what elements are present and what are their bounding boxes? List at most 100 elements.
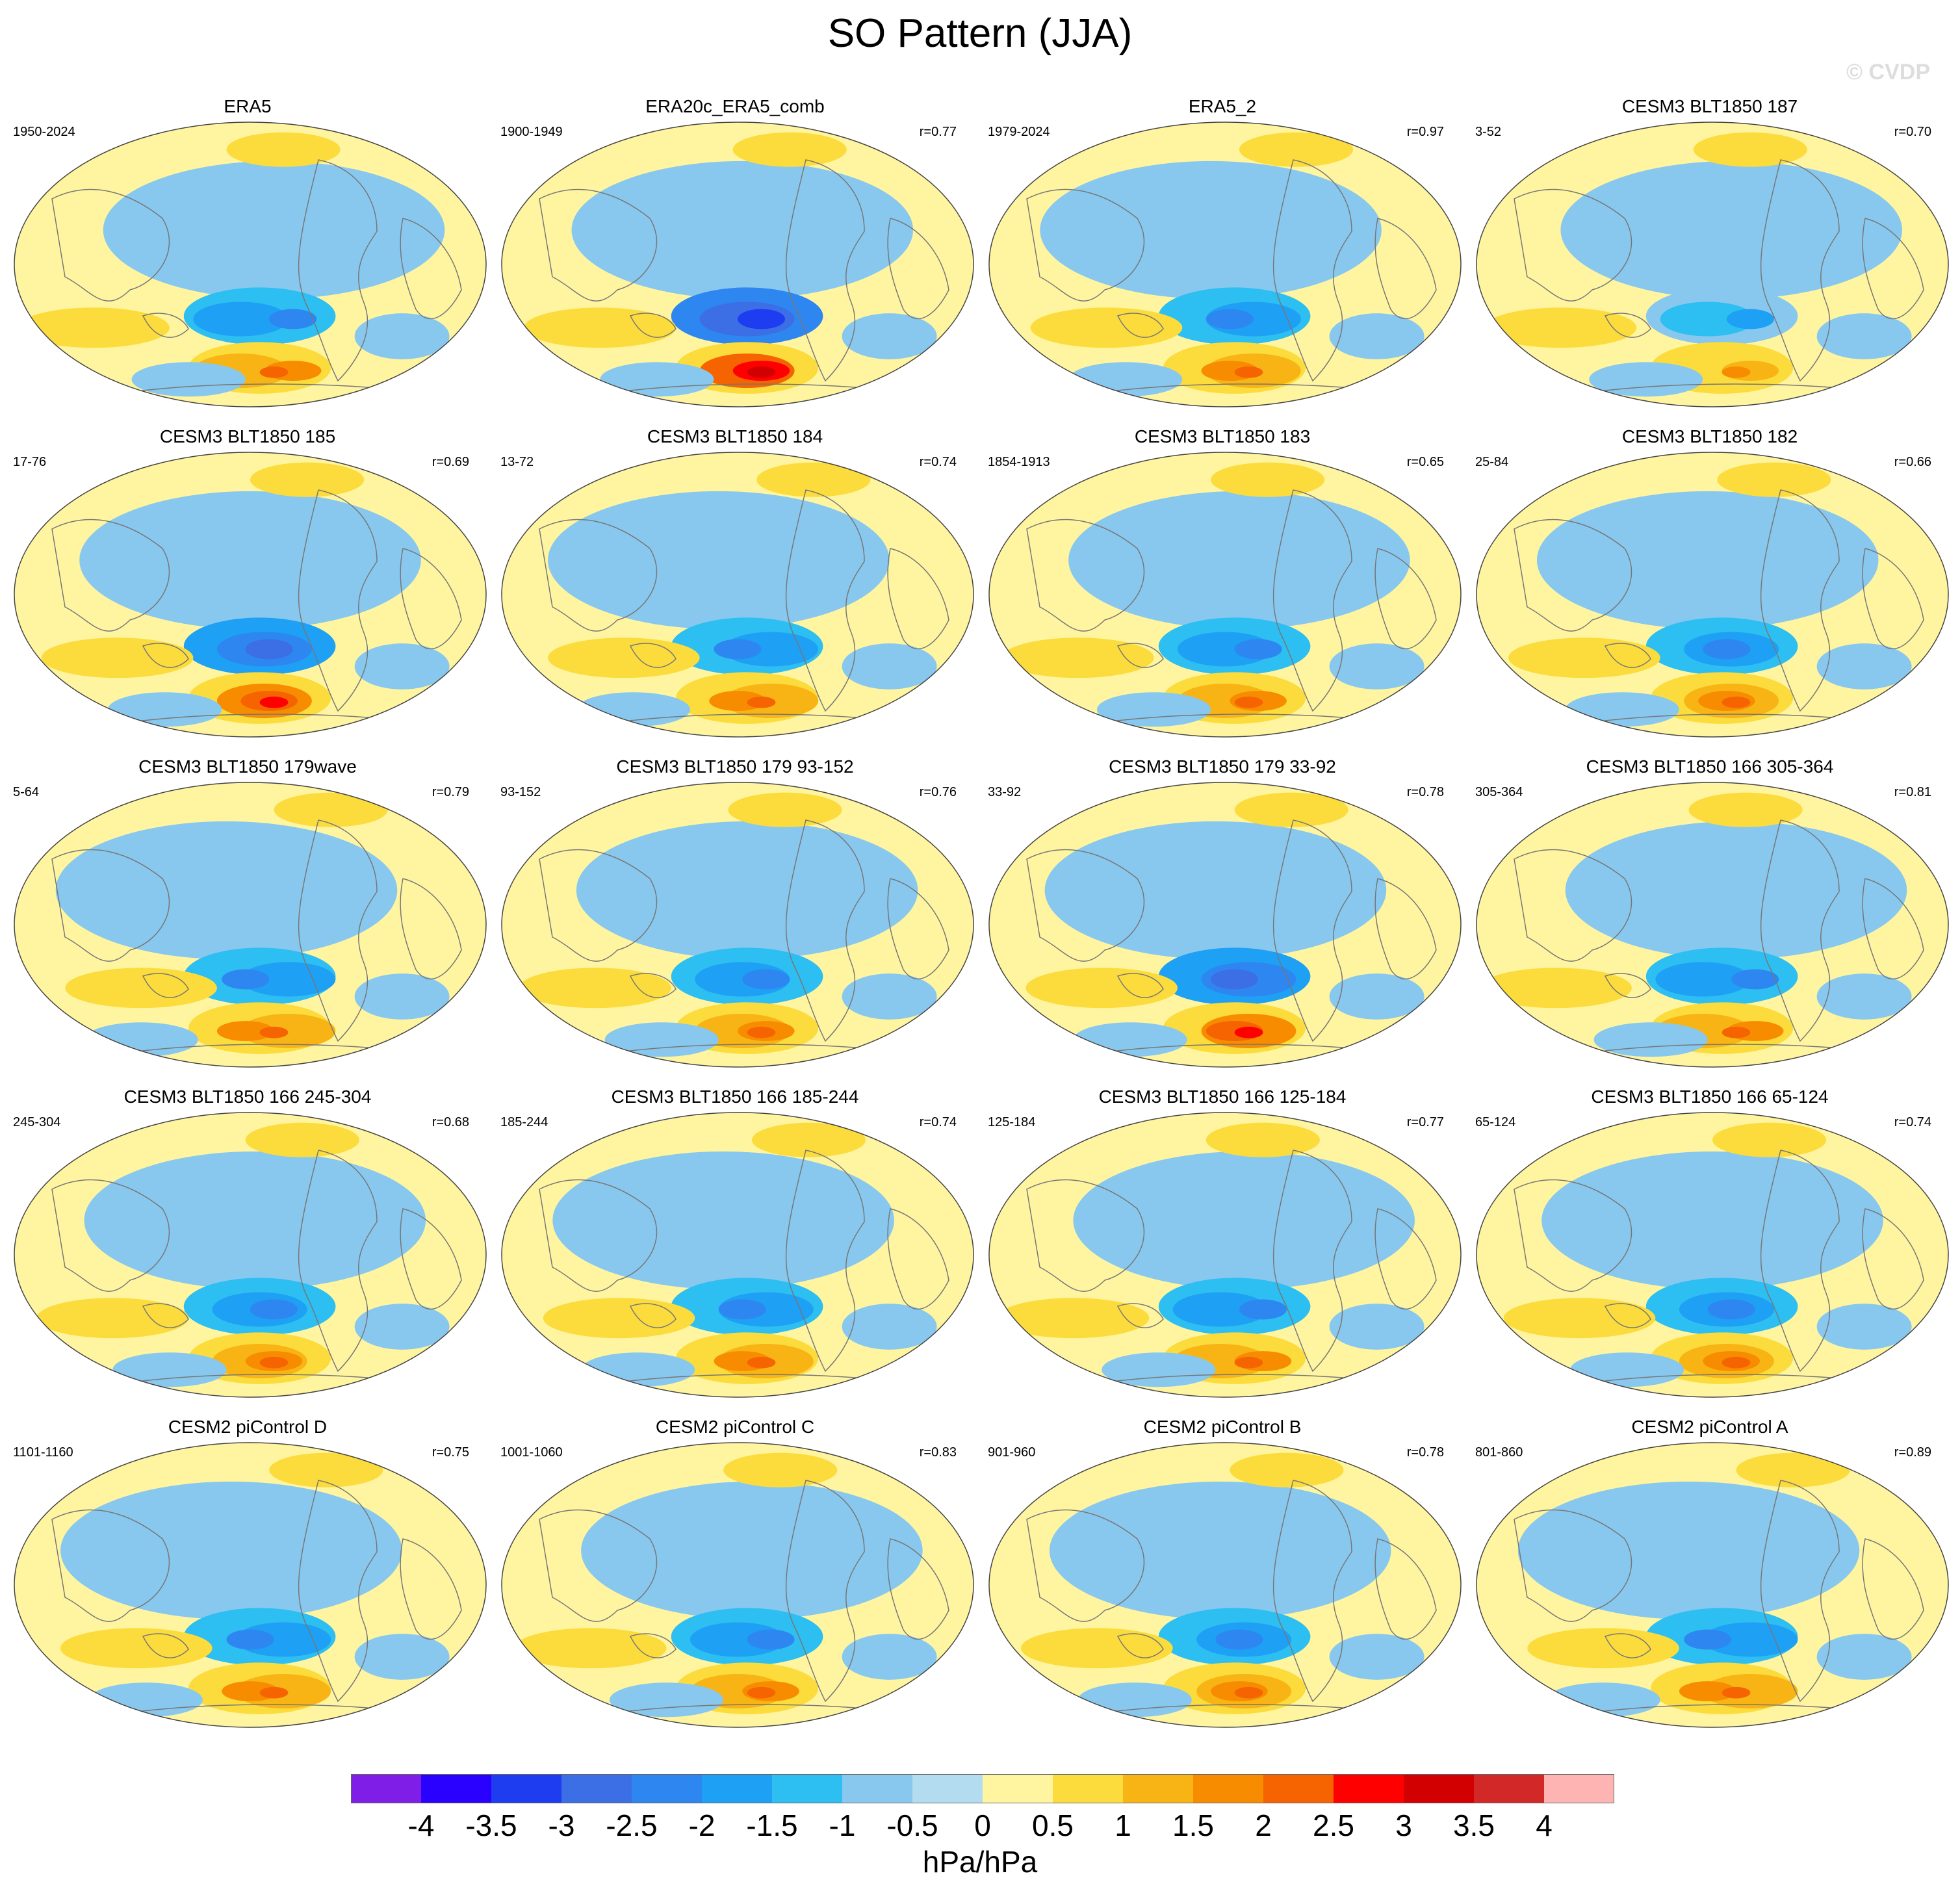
coastline [629, 313, 677, 338]
coastline [1272, 1480, 1352, 1703]
map-field [1476, 782, 1949, 1068]
anomaly-contour [226, 132, 341, 167]
coastline [1862, 1538, 1924, 1640]
coastline [1272, 159, 1352, 382]
anomaly-contour [747, 1686, 776, 1699]
map-panel: CESM3 BLT1850 166 65-124 65-124 r=0.74 [1466, 1087, 1954, 1415]
anomaly-contour [193, 302, 289, 337]
coastline [887, 1538, 949, 1640]
panel-title: CESM2 piControl C [655, 1417, 815, 1437]
colorbar-box [702, 1774, 772, 1803]
anomaly-contour [1211, 462, 1325, 497]
anomaly-contour [226, 1629, 274, 1650]
coastline [887, 1208, 949, 1310]
coastline [1514, 188, 1632, 302]
panel-correlation: r=0.74 [919, 455, 957, 469]
panel-period: 1900-1949 [500, 125, 563, 139]
panel-correlation: r=0.68 [432, 1115, 469, 1129]
anomaly-contour [604, 1022, 719, 1057]
colorbar-tick-label: 2 [1255, 1809, 1272, 1842]
coastline [1862, 218, 1924, 320]
coastline [539, 188, 658, 302]
anomaly-contour [1484, 307, 1637, 348]
coastline [1604, 1633, 1651, 1658]
colorbar-box [351, 1774, 421, 1803]
map-field [14, 782, 487, 1068]
anomaly-contour [216, 1021, 274, 1042]
coastline [887, 878, 949, 980]
anomaly-contour [41, 637, 194, 678]
map-field [14, 452, 487, 738]
coastline [1116, 1303, 1164, 1328]
coastline [1514, 1179, 1632, 1292]
panel-title: CESM3 BLT1850 166 185-244 [611, 1087, 859, 1107]
coastline [298, 819, 378, 1042]
anomaly-contour [1077, 1682, 1192, 1718]
map-panel: ERA5 1950-2024 [4, 96, 491, 424]
anomaly-contour [269, 1452, 383, 1487]
colorbar-tick-label: -0.5 [886, 1809, 938, 1842]
panel-title: CESM3 BLT1850 184 [647, 426, 823, 446]
anomaly-contour [1703, 639, 1751, 660]
panel-period: 1950-2024 [13, 125, 75, 139]
anomaly-contour [65, 968, 217, 1009]
map-field [1476, 122, 1949, 407]
anomaly-contour [514, 1628, 667, 1669]
anomaly-contour [1508, 637, 1660, 678]
anomaly-contour [108, 692, 222, 727]
panel-title: CESM2 piControl A [1631, 1417, 1788, 1437]
anomaly-contour [84, 1022, 198, 1057]
colorbar-box [561, 1774, 632, 1803]
panel-period: 1101-1160 [13, 1445, 73, 1460]
anomaly-contour [1816, 1304, 1912, 1350]
anomaly-contour [1234, 639, 1282, 660]
coastline [142, 1303, 189, 1328]
anomaly-contour [1546, 1682, 1660, 1718]
coastline [539, 1509, 658, 1622]
anomaly-contour [1234, 366, 1263, 378]
anomaly-contour [1234, 696, 1263, 708]
map-field [988, 782, 1462, 1068]
map-border [14, 452, 487, 738]
panel-title: CESM3 BLT1850 166 245-304 [123, 1087, 372, 1107]
anomaly-contour [1684, 1629, 1732, 1650]
panel-correlation: r=0.78 [1406, 785, 1444, 799]
map-border [14, 1442, 487, 1728]
colorbar-frame [351, 1774, 1614, 1803]
map-panel: CESM3 BLT1850 179 33-92 33-92 r=0.78 [979, 756, 1466, 1085]
coastline [1026, 849, 1145, 962]
anomaly-contour [1211, 969, 1259, 990]
anomaly-contour [1503, 1298, 1656, 1339]
coastline [1374, 548, 1437, 650]
map-panel: CESM3 BLT1850 166 305-364 305-364 r=0.81 [1466, 756, 1954, 1085]
coastline [1760, 489, 1840, 712]
coastline [51, 519, 170, 632]
anomaly-contour [1536, 491, 1879, 630]
map-border [988, 782, 1462, 1068]
anomaly-contour [240, 962, 336, 997]
anomaly-contour [1693, 132, 1807, 167]
colorbar-box [1193, 1774, 1263, 1803]
anomaly-contour [1731, 969, 1779, 990]
map-field [988, 452, 1462, 738]
map-border [501, 1112, 974, 1398]
colorbar-box [912, 1774, 983, 1803]
anomaly-contour [1712, 1122, 1827, 1157]
map-panel: CESM3 BLT1850 166 125-184 125-184 r=0.77 [979, 1087, 1466, 1415]
anomaly-contour [1025, 968, 1178, 1009]
anomaly-contour [60, 1481, 402, 1620]
panel-correlation: r=0.79 [432, 785, 469, 799]
map-border [1476, 452, 1949, 738]
map-field [988, 1112, 1462, 1398]
panel-title: ERA5 [224, 96, 272, 116]
panel-correlation: r=0.83 [919, 1445, 957, 1460]
anomaly-contour [747, 696, 776, 708]
colorbar-box [1544, 1774, 1614, 1803]
anomaly-contour [103, 161, 445, 300]
coastline [539, 1179, 658, 1292]
panel-period: 1854-1913 [988, 455, 1050, 469]
anomaly-contour [1703, 1622, 1798, 1657]
anomaly-contour [1717, 462, 1831, 497]
anomaly-contour [747, 1356, 776, 1369]
anomaly-contour [548, 491, 890, 630]
